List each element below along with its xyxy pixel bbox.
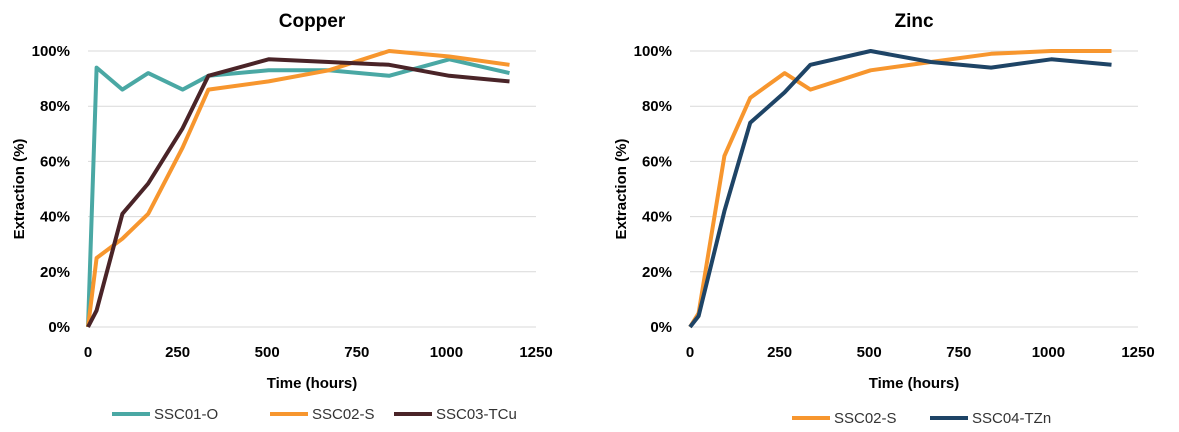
zinc-x-tick-label: 750: [946, 344, 971, 361]
zinc-x-tick-label: 250: [767, 344, 792, 361]
zinc-y-tick-label: 80%: [642, 98, 672, 115]
copper-x-tick-label: 500: [255, 344, 280, 361]
copper-series-line-ssc01-o: [86, 57, 510, 328]
zinc-y-tick-label: 20%: [642, 264, 672, 281]
copper-legend-label: SSC02-S: [312, 406, 375, 423]
zinc-y-tick-label: 60%: [642, 153, 672, 170]
zinc-y-axis-label: Extraction (%): [613, 139, 630, 240]
copper-series-line-ssc03-tcu: [86, 57, 510, 328]
copper-y-tick-label: 60%: [40, 153, 70, 170]
copper-legend-label: SSC01-O: [154, 406, 218, 423]
zinc-legend-label: SSC02-S: [834, 410, 897, 427]
copper-x-tick-label: 250: [165, 344, 190, 361]
copper-x-axis-label: Time (hours): [267, 375, 358, 392]
copper-y-tick-label: 80%: [40, 98, 70, 115]
copper-x-tick-label: 1250: [519, 344, 552, 361]
copper-y-axis-label: Extraction (%): [11, 139, 28, 240]
zinc-y-tick-label: 40%: [642, 209, 672, 226]
copper-y-tick-label: 20%: [40, 264, 70, 281]
zinc-legend-label: SSC04-TZn: [972, 410, 1051, 427]
copper-chart-title: Copper: [279, 11, 346, 32]
zinc-x-tick-label: 1000: [1032, 344, 1065, 361]
zinc-x-axis-label: Time (hours): [869, 375, 960, 392]
zinc-chart: Zinc 0% 20% 40% 60% 80% 100% 0 250 500 750 1000 1250…: [613, 11, 1155, 427]
copper-y-tick-label: 100%: [32, 43, 70, 60]
copper-y-tick-label: 40%: [40, 209, 70, 226]
copper-x-tick-label: 1000: [430, 344, 463, 361]
zinc-x-tick-label: 0: [686, 344, 694, 361]
copper-x-tick-label: 750: [344, 344, 369, 361]
copper-y-tick-label: 0%: [48, 319, 70, 336]
zinc-x-tick-label: 500: [857, 344, 882, 361]
zinc-chart-title: Zinc: [894, 11, 933, 32]
copper-chart: Copper 0% 20% 40% 60% 80% 100% 0 250 500 750 1000 12…: [11, 11, 553, 423]
copper-legend-label: SSC03-TCu: [436, 406, 517, 423]
copper-series-line-ssc02-s: [86, 49, 510, 328]
copper-x-tick-label: 0: [84, 344, 92, 361]
zinc-x-tick-label: 1250: [1121, 344, 1154, 361]
zinc-series-line-ssc02-s: [688, 49, 1112, 329]
zinc-y-tick-label: 0%: [650, 319, 672, 336]
zinc-series-line-ssc04-tzn: [688, 49, 1112, 329]
zinc-y-tick-label: 100%: [634, 43, 672, 60]
